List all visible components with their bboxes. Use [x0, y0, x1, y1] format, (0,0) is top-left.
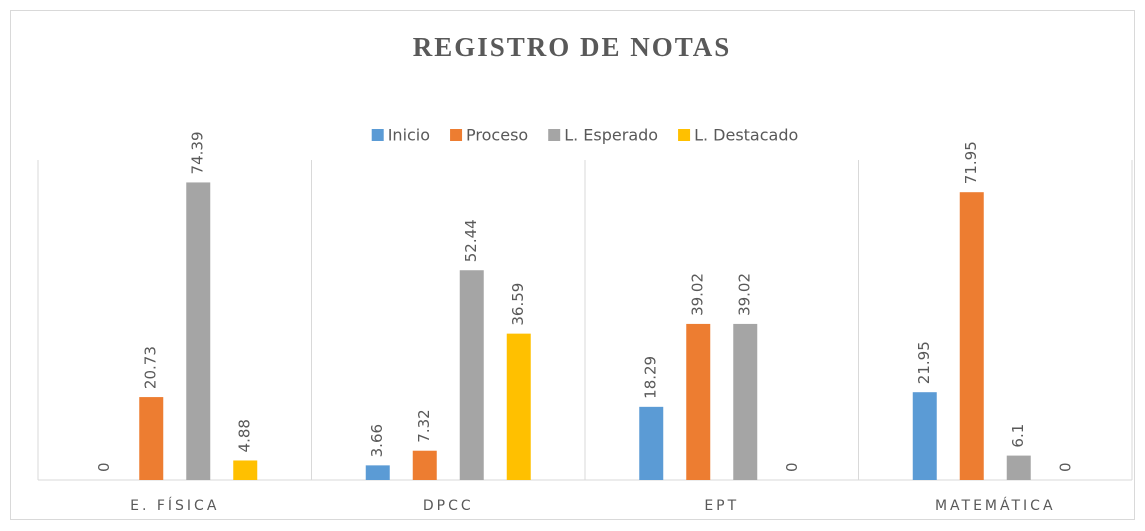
legend-label: Inicio	[388, 126, 430, 145]
data-label: 21.95	[915, 341, 933, 384]
x-tick-label: E. FÍSICA	[130, 497, 219, 514]
bar	[139, 397, 164, 480]
legend-label: L. Destacado	[694, 126, 798, 145]
legend-label: L. Esperado	[564, 126, 658, 145]
x-tick-label: MATEMÁTICA	[935, 497, 1056, 514]
data-label: 0	[1056, 462, 1074, 472]
data-label: 74.39	[189, 131, 207, 174]
bar	[186, 182, 211, 480]
bar	[412, 450, 437, 480]
data-label: 18.29	[642, 356, 660, 399]
data-label: 39.02	[689, 273, 707, 316]
bar	[365, 465, 390, 480]
legend-swatch	[450, 129, 463, 141]
data-label: 52.44	[462, 219, 480, 262]
data-label: 7.32	[415, 409, 433, 442]
bar	[686, 323, 711, 480]
bar	[459, 270, 484, 480]
bar	[733, 323, 758, 480]
data-label: 0	[95, 462, 113, 472]
x-tick-label: EPT	[704, 498, 739, 514]
x-tick-label: DPCC	[423, 498, 474, 514]
data-label: 36.59	[509, 283, 527, 326]
bar	[233, 460, 258, 480]
bar	[1006, 455, 1031, 480]
data-label: 20.73	[142, 346, 160, 389]
data-label: 39.02	[736, 273, 754, 316]
data-label: 0	[783, 462, 801, 472]
legend-swatch	[548, 129, 561, 141]
legend-label: Proceso	[466, 126, 528, 145]
bar	[506, 333, 531, 480]
legend-swatch	[678, 129, 691, 141]
data-label: 6.1	[1009, 424, 1027, 448]
chart-title: REGISTRO DE NOTAS	[413, 32, 732, 62]
data-label: 4.88	[236, 419, 254, 452]
bar	[959, 192, 984, 480]
bar	[912, 392, 937, 480]
data-label: 3.66	[368, 424, 386, 457]
data-label: 71.95	[962, 141, 980, 184]
bar	[639, 406, 664, 480]
legend-swatch	[371, 129, 384, 141]
